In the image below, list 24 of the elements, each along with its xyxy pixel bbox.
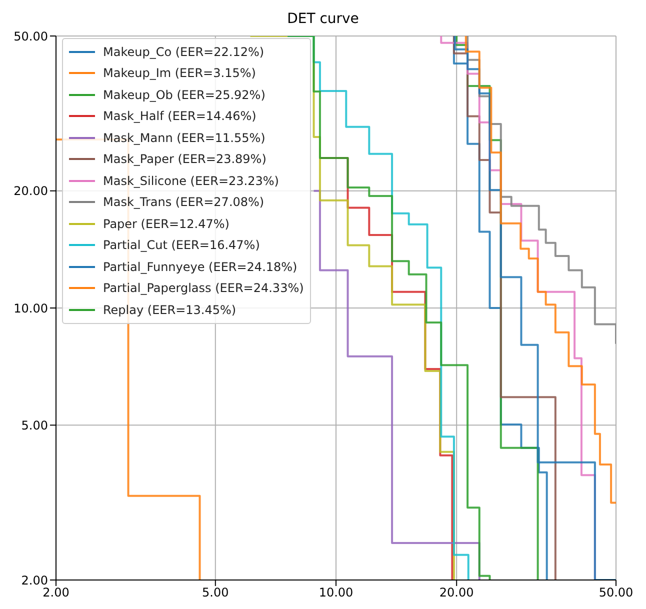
legend-label: Makeup_Im (EER=3.15%) bbox=[103, 66, 256, 80]
legend-label: Mask_Half (EER=14.46%) bbox=[103, 109, 256, 124]
y-tick-label: 5.00 bbox=[21, 418, 48, 432]
legend-label: Mask_Mann (EER=11.55%) bbox=[103, 130, 266, 145]
x-tick-label: 5.00 bbox=[202, 586, 229, 600]
x-tick-label: 2.00 bbox=[42, 586, 70, 600]
legend-label: Mask_Silicone (EER=23.23%) bbox=[103, 174, 279, 188]
y-tick-label: 10.00 bbox=[14, 301, 48, 316]
y-tick-label: 20.00 bbox=[14, 184, 48, 198]
legend-label: Partial_Funnyeye (EER=24.18%) bbox=[103, 260, 298, 274]
legend-label: Paper (EER=12.47%) bbox=[103, 216, 230, 231]
x-tick-label: 20.00 bbox=[439, 586, 474, 600]
legend-label: Mask_Trans (EER=27.08%) bbox=[103, 195, 264, 210]
y-tick-label: 2.00 bbox=[21, 573, 48, 588]
chart-title: DET curve bbox=[286, 10, 360, 29]
x-tick-label: 10.00 bbox=[318, 586, 354, 600]
x-tick-label: 50.00 bbox=[598, 586, 634, 600]
legend-label: Mask_Paper (EER=23.89%) bbox=[103, 152, 266, 166]
legend-label: Makeup_Ob (EER=25.92%) bbox=[103, 88, 266, 102]
legend-label: Partial_Cut (EER=16.47%) bbox=[103, 238, 260, 252]
legend-label: Replay (EER=13.45%) bbox=[103, 302, 236, 317]
y-tick-label: 50.00 bbox=[14, 29, 48, 44]
legend-label: Partial_Paperglass (EER=24.33%) bbox=[103, 281, 304, 296]
legend-label: Makeup_Co (EER=22.12%) bbox=[103, 44, 264, 59]
